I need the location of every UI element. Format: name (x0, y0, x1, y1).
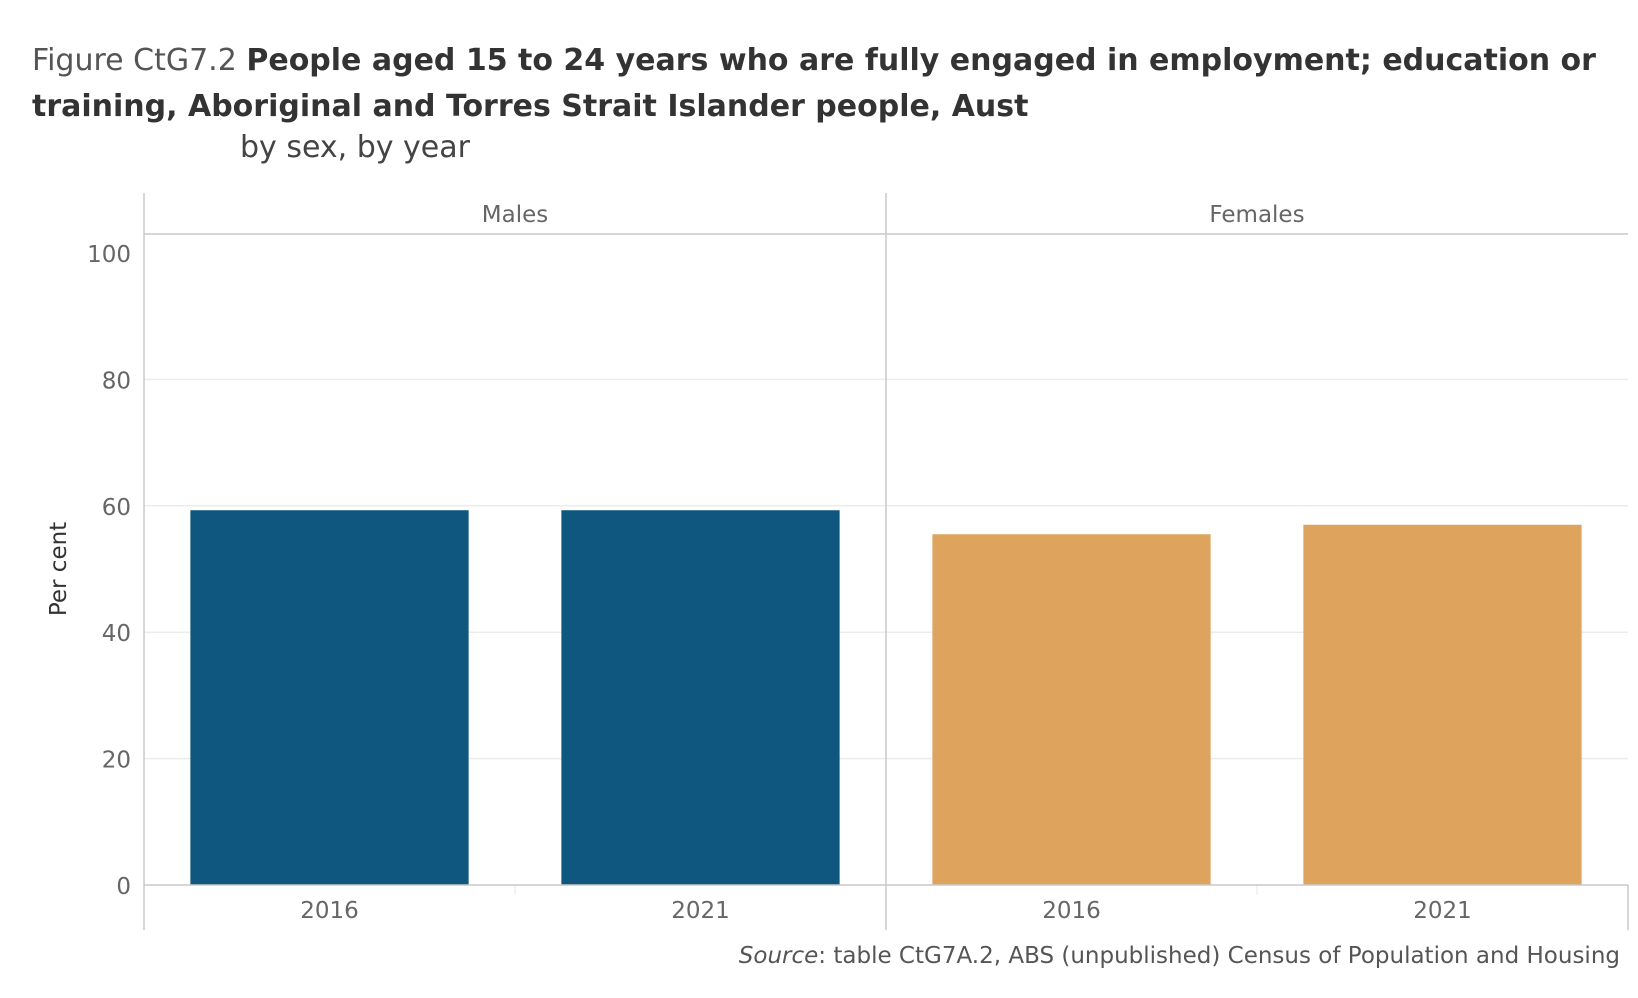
bar-chart: 0 20 40 60 80 100 Per cent Males 2016 2021 Females… (46, 193, 1629, 930)
bar-females-2021 (1303, 524, 1582, 885)
y-axis-title: Per cent (46, 522, 72, 616)
source-note: Source: table CtG7A.2, ABS (unpublished)… (739, 943, 1620, 969)
y-tick-label: 80 (102, 368, 131, 394)
figure-title: People aged 15 to 24 years who are fully… (32, 43, 1596, 124)
y-tick-label: 20 (102, 748, 131, 774)
y-tick-label: 100 (87, 242, 131, 268)
y-tick-label: 0 (116, 874, 131, 900)
panel-header-females: Females (1209, 202, 1304, 228)
x-tick-label: 2021 (671, 898, 730, 924)
x-tick-label: 2016 (1042, 898, 1101, 924)
y-tick-label: 40 (102, 621, 131, 647)
x-tick-label: 2016 (300, 898, 359, 924)
figure-number: Figure CtG7.2 (32, 43, 237, 78)
bar-males-2021 (561, 510, 840, 885)
panel-header-males: Males (482, 202, 548, 228)
bar-females-2016 (932, 534, 1211, 885)
x-tick-label: 2021 (1413, 898, 1472, 924)
source-text: : table CtG7A.2, ABS (unpublished) Censu… (818, 943, 1620, 969)
chart-subtitle: by sex, by year (240, 130, 470, 165)
bar-males-2016 (190, 510, 469, 885)
chart-title: Figure CtG7.2 People aged 15 to 24 years… (32, 38, 1612, 130)
y-tick-label: 60 (102, 495, 131, 521)
source-label: Source (738, 943, 819, 969)
